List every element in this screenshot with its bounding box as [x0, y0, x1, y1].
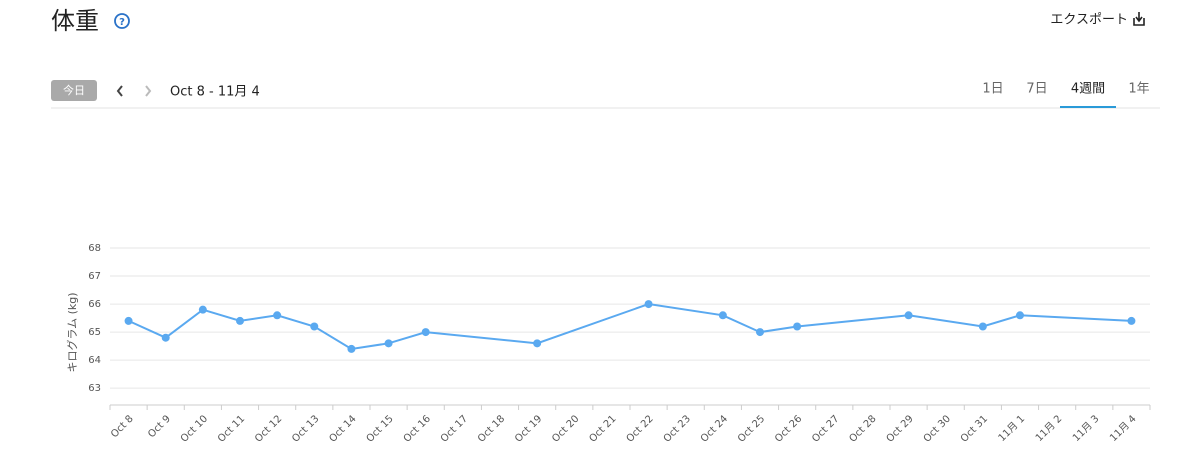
x-tick-label: Oct 26	[773, 413, 804, 444]
page-title: 体重	[51, 7, 99, 35]
data-point[interactable]	[978, 322, 987, 331]
data-point[interactable]	[904, 311, 913, 320]
x-tick-label: Oct 15	[365, 413, 396, 444]
x-tick-label: Oct 23	[662, 413, 693, 444]
y-tick-label: 68	[88, 243, 101, 254]
data-point[interactable]	[421, 328, 430, 337]
help-mark[interactable]: ?	[119, 17, 125, 28]
x-tick-label: Oct 13	[290, 413, 321, 444]
x-tick-label: Oct 12	[253, 413, 284, 444]
range-tab[interactable]: 1年	[1128, 82, 1149, 97]
x-tick-label: Oct 24	[699, 413, 730, 444]
x-tick-label: Oct 9	[146, 413, 173, 440]
data-point[interactable]	[793, 322, 802, 331]
x-tick-label: Oct 30	[922, 413, 953, 444]
x-tick-label: Oct 19	[513, 413, 544, 444]
prev-arrow[interactable]	[116, 85, 123, 97]
tabs: 1日 7日 4週間 1年	[982, 82, 1150, 108]
data-point[interactable]	[273, 311, 282, 320]
data-point[interactable]	[384, 339, 393, 348]
range-tab[interactable]: 7日	[1026, 82, 1047, 97]
next-arrow[interactable]	[145, 85, 152, 97]
range-tab[interactable]: 4週間	[1071, 82, 1105, 97]
data-point[interactable]	[198, 305, 207, 314]
data-point[interactable]	[1127, 316, 1136, 325]
data-point[interactable]	[718, 311, 727, 320]
x-tick-label: Oct 14	[327, 413, 358, 444]
data-point[interactable]	[310, 322, 319, 331]
date-range: Oct 8 - 11月 4	[170, 85, 260, 100]
data-point[interactable]	[236, 316, 244, 325]
x-tick-label: 11月 1	[996, 413, 1027, 444]
data-line	[128, 303, 1132, 350]
export-button[interactable]: エクスポート	[1050, 13, 1128, 28]
today-button[interactable]	[51, 80, 97, 101]
x-tick-label: Oct 8	[109, 413, 136, 440]
help-icon[interactable]	[114, 13, 130, 29]
x-tick-label: Oct 27	[810, 413, 841, 444]
x-tick-label: Oct 29	[885, 413, 916, 444]
y-tick-label: 65	[88, 327, 101, 338]
x-tick-label: Oct 18	[476, 413, 507, 444]
x-tick-label: Oct 21	[587, 413, 618, 444]
data-point[interactable]	[756, 328, 764, 337]
today-label[interactable]: 今日	[63, 83, 85, 97]
x-tick-label: 11月 2	[1033, 413, 1064, 444]
y-tick-label: 64	[88, 355, 101, 366]
x-tick-label: Oct 22	[625, 413, 656, 444]
x-tick-label: Oct 10	[179, 413, 210, 444]
y-tick-label: 63	[88, 383, 101, 394]
x-tick-label: Oct 25	[736, 413, 767, 444]
y-tick-label: 67	[88, 271, 101, 282]
x-tick-label: Oct 20	[550, 413, 581, 444]
y-tick-label: 66	[88, 299, 101, 310]
x-tick-label: 11月 3	[1070, 413, 1101, 444]
x-tick-label: Oct 17	[439, 413, 470, 444]
x-tick-label: Oct 31	[959, 413, 990, 444]
x-tick-label: Oct 16	[402, 413, 433, 444]
data-point[interactable]	[124, 316, 133, 325]
data-point[interactable]	[533, 339, 542, 348]
export-icon[interactable]	[1133, 12, 1145, 26]
data-point[interactable]	[1016, 311, 1024, 320]
data-point[interactable]	[644, 300, 653, 309]
y-axis-label: キログラム (kg)	[65, 292, 79, 372]
data-point[interactable]	[347, 344, 356, 353]
range-tab[interactable]: 1日	[982, 82, 1003, 97]
x-tick-label: 11月 4	[1107, 413, 1138, 444]
data-point[interactable]	[161, 333, 170, 342]
x-tick-label: Oct 11	[216, 413, 247, 444]
x-tick-label: Oct 28	[847, 413, 878, 444]
